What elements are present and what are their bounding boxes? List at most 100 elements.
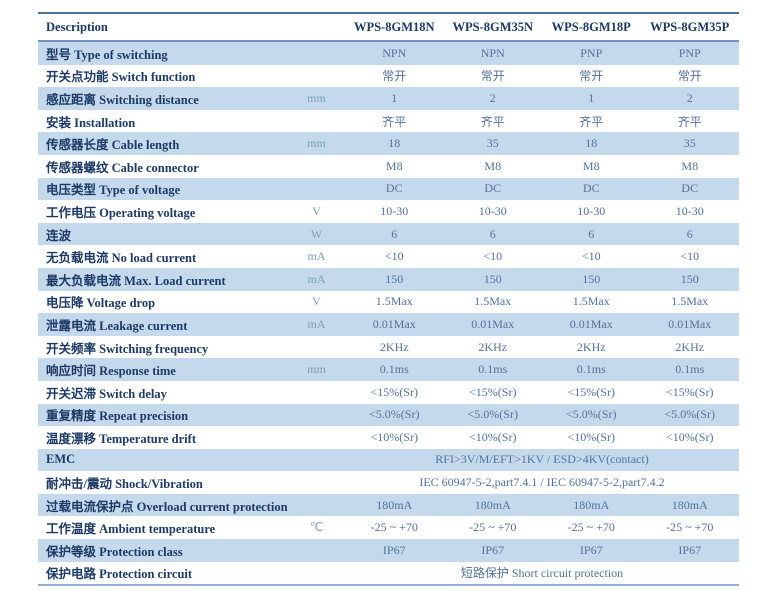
unit-cell: ℃ xyxy=(309,520,324,535)
value-cell: <15%(Sr) xyxy=(370,384,418,399)
column-header-model-2: WPS-8GM35N xyxy=(452,19,534,34)
table-row: 感应距离 Switching distance mm 1 2 1 2 xyxy=(38,87,739,110)
row-label: 传感器长度 Cable length xyxy=(46,138,180,153)
table-row: 耐冲击/震动 Shock/Vibration IEC 60947-5-2,part… xyxy=(38,471,739,494)
value-cell: 10-30 xyxy=(380,203,409,218)
table-row: 工作电压 Operating voltage V 10-30 10-30 10-30 10… xyxy=(38,200,739,223)
value-cell: 常开 xyxy=(480,69,505,84)
value-cell: <10 xyxy=(384,249,404,264)
value-cell: 1.5Max xyxy=(474,294,512,309)
value-cell: PNP xyxy=(580,45,603,60)
value-cell: 6 xyxy=(391,226,398,241)
table-row: 传感器长度 Cable length mm 18 35 18 35 xyxy=(38,132,739,155)
row-label: 保护电路 Protection circuit xyxy=(46,567,193,582)
row-label: EMC xyxy=(46,452,76,467)
row-label: 电压类型 Type of voltage xyxy=(46,183,181,198)
value-cell: DC xyxy=(484,181,502,196)
column-header-model-4: WPS-8GM35P xyxy=(650,19,730,34)
row-label: 重复精度 Repeat precision xyxy=(46,409,189,424)
value-cell: 6 xyxy=(588,226,595,241)
row-label: 过载电流保护点 Overload current protection xyxy=(46,499,288,514)
value-cell: <10%(Sr) xyxy=(567,429,615,444)
value-cell: <15%(Sr) xyxy=(666,384,714,399)
table-row: 开关点功能 Switch function 常开 常开 常开 常开 xyxy=(38,64,739,88)
row-label: 泄露电流 Leakage current xyxy=(46,318,188,333)
table-row: 传感器螺纹 Cable connector M8 M8 M8 M8 xyxy=(38,154,739,178)
row-label: 型号 Type of switching xyxy=(46,47,168,62)
value-cell: 0.1ms xyxy=(576,362,606,377)
value-cell: 0.01Max xyxy=(372,316,416,331)
unit-cell: W xyxy=(310,226,323,241)
row-label: 开关点功能 Switch function xyxy=(46,70,196,85)
value-cell: 2KHz xyxy=(576,339,606,354)
row-label: 感应距离 Switching distance xyxy=(46,92,199,107)
row-label: 响应时间 Response time xyxy=(46,364,176,379)
value-cell: 1 xyxy=(391,90,398,105)
table-row: 电压类型 Type of voltage DC DC DC DC xyxy=(38,177,739,201)
value-cell: 6 xyxy=(686,226,693,241)
table-row: 保护电路 Protection circuit 短路保护 Short circui… xyxy=(38,561,739,585)
value-cell: IP67 xyxy=(678,542,702,557)
row-label: 工作温度 Ambient temperature xyxy=(46,522,216,537)
value-cell: 2KHz xyxy=(478,339,508,354)
table-row: 重复精度 Repeat precision <5.0%(Sr) <5.0%(Sr) <… xyxy=(38,403,739,427)
value-cell: 180mA xyxy=(671,497,708,512)
span-value-cell: 短路保护 Short circuit protection xyxy=(460,566,624,581)
table-row: 电压降 Voltage drop V 1.5Max 1.5Max 1.5Max 1.5Ma… xyxy=(38,290,739,314)
table-header-row: Description WPS-8GM18N WPS-8GM35N WPS-8G… xyxy=(38,14,739,42)
unit-cell: V xyxy=(312,203,321,218)
value-cell: 150 xyxy=(582,271,601,286)
value-cell: 10-30 xyxy=(675,203,704,218)
column-header-model-1: WPS-8GM18N xyxy=(353,19,435,34)
value-cell: <10 xyxy=(483,249,503,264)
value-cell: 18 xyxy=(388,136,401,151)
unit-cell: V xyxy=(312,294,321,309)
row-label: 安装 Installation xyxy=(46,115,136,130)
value-cell: PNP xyxy=(678,45,701,60)
value-cell: NPN xyxy=(382,45,407,60)
value-cell: 150 xyxy=(385,271,404,286)
table-row: EMC RFI>3V/M/EFT>1KV / ESD>4KV(contact) xyxy=(38,448,739,472)
value-cell: 齐平 xyxy=(579,114,604,129)
value-cell: <10 xyxy=(581,249,601,264)
unit-cell: mm xyxy=(307,90,326,105)
table-row: 温度漂移 Temperature drift <10%(Sr) <10%(Sr) <1… xyxy=(38,426,739,449)
value-cell: 2KHz xyxy=(379,339,409,354)
value-cell: 齐平 xyxy=(382,114,407,129)
row-label: 温度漂移 Temperature drift xyxy=(46,431,196,446)
table-row: 最大负载电流 Max. Load current mA 150 150 150 150 xyxy=(38,267,739,291)
value-cell: 2 xyxy=(489,90,496,105)
value-cell: 2KHz xyxy=(675,339,705,354)
value-cell: DC xyxy=(582,181,600,196)
header-description: Description xyxy=(46,19,108,34)
value-cell: 1 xyxy=(588,90,595,105)
value-cell: 35 xyxy=(683,136,696,151)
value-cell: -25 ~ +70 xyxy=(469,520,517,535)
value-cell: <5.0%(Sr) xyxy=(664,407,715,422)
value-cell: 180mA xyxy=(474,497,511,512)
table-body: 型号 Type of switching NPN NPN PNP PNP 开关点功能 Sw… xyxy=(38,42,739,585)
table-row: 连波 W 6 6 6 6 xyxy=(38,222,739,246)
value-cell: M8 xyxy=(385,158,403,173)
row-label: 保护等级 Protection class xyxy=(46,544,183,559)
table-row: 工作温度 Ambient temperature ℃ -25 ~ +70 -25 ~ … xyxy=(38,516,739,540)
row-label: 连波 xyxy=(46,228,72,243)
value-cell: 0.01Max xyxy=(471,316,515,331)
value-cell: 0.01Max xyxy=(668,316,712,331)
value-cell: 180mA xyxy=(573,497,610,512)
value-cell: 180mA xyxy=(376,497,413,512)
value-cell: <15%(Sr) xyxy=(567,384,615,399)
value-cell: DC xyxy=(681,181,699,196)
value-cell: IP67 xyxy=(382,542,406,557)
value-cell: 10-30 xyxy=(478,203,507,218)
table-row: 开关频率 Switching frequency 2KHz 2KHz 2KHz 2KHz xyxy=(38,335,739,359)
value-cell: 常开 xyxy=(382,69,407,84)
value-cell: 0.1ms xyxy=(379,362,409,377)
row-label: 传感器螺纹 Cable connector xyxy=(46,160,199,175)
span-value-cell: RFI>3V/M/EFT>1KV / ESD>4KV(contact) xyxy=(435,452,649,467)
row-label: 工作电压 Operating voltage xyxy=(46,205,196,220)
table-row: 安装 Installation 齐平 齐平 齐平 齐平 xyxy=(38,109,739,133)
value-cell: 1.5Max xyxy=(375,294,413,309)
row-label: 无负载电流 No load current xyxy=(46,251,197,266)
